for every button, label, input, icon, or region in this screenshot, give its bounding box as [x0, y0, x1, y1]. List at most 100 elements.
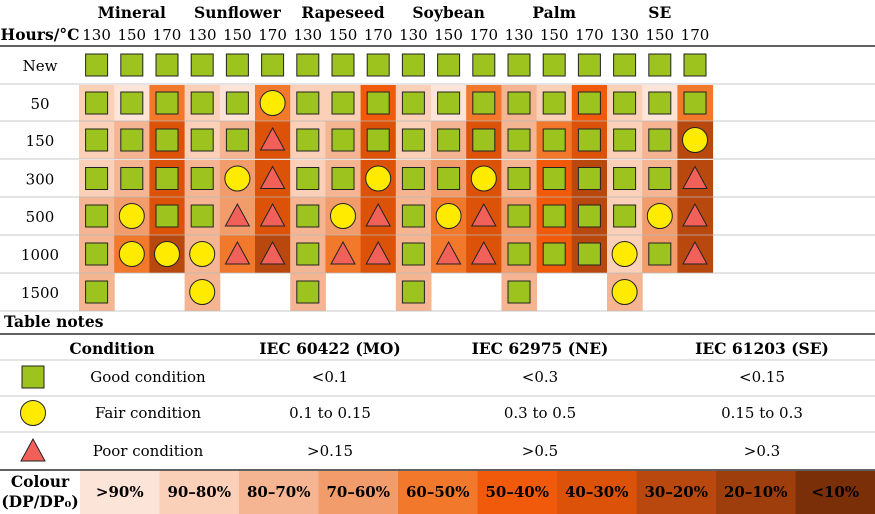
temp-header: 170 — [681, 26, 710, 44]
threshold-value: <0.1 — [312, 368, 348, 386]
good-condition-icon — [613, 167, 637, 190]
colour-swatch — [239, 471, 319, 514]
good-condition-icon — [85, 128, 109, 152]
oil-header-palm: Palm — [532, 3, 576, 22]
fair-condition-icon — [189, 241, 216, 267]
good-condition-icon — [401, 167, 425, 190]
colour-range-label: <10% — [811, 483, 859, 501]
temp-header: 130 — [610, 26, 639, 44]
colour-swatch — [477, 471, 558, 514]
colour-range-label: 20–10% — [724, 483, 788, 501]
temp-header: 150 — [329, 26, 358, 44]
good-condition-icon — [507, 204, 531, 228]
good-condition-icon — [190, 204, 214, 228]
temp-header: 150 — [645, 26, 674, 44]
good-condition-icon — [296, 204, 320, 228]
good-condition-icon — [366, 91, 390, 115]
colour-swatch — [636, 471, 717, 514]
good-condition-icon — [155, 91, 179, 115]
poor-condition-icon — [682, 202, 708, 227]
good-condition-icon — [613, 91, 637, 115]
good-condition-icon — [613, 53, 637, 77]
oil-header-se: SE — [648, 3, 671, 22]
colour-swatch — [557, 471, 637, 514]
colour-legend-title: Colour — [11, 472, 70, 491]
good-condition-icon — [85, 242, 109, 266]
fair-condition-icon — [365, 165, 392, 192]
colour-range-label: 50–40% — [485, 483, 549, 501]
good-condition-icon — [648, 242, 672, 266]
standard-header: IEC 60422 (MO) — [259, 339, 400, 358]
temp-header: 130 — [399, 26, 428, 44]
good-condition-icon — [190, 128, 214, 152]
good-condition-icon — [683, 91, 707, 115]
temp-header: 130 — [505, 26, 534, 44]
good-condition-icon — [542, 53, 566, 77]
good-condition-icon — [331, 128, 355, 152]
good-condition-icon — [683, 53, 707, 77]
row-label: New — [23, 57, 58, 75]
colour-swatch — [398, 471, 478, 514]
fair-condition-icon — [259, 90, 286, 116]
good-condition-icon — [225, 91, 249, 115]
good-condition-icon — [261, 53, 285, 77]
good-condition-icon — [613, 204, 637, 228]
poor-condition-icon — [330, 240, 356, 265]
good-condition-icon — [542, 167, 566, 190]
standard-header: IEC 61203 (SE) — [695, 339, 829, 358]
standard-header: IEC 62975 (NE) — [472, 339, 609, 358]
good-condition-icon — [296, 280, 320, 304]
good-condition-icon — [542, 242, 566, 266]
threshold-value: 0.15 to 0.3 — [721, 404, 803, 422]
good-condition-icon — [648, 53, 672, 77]
good-condition-icon — [437, 91, 461, 115]
good-condition-icon — [472, 53, 496, 77]
threshold-value: <0.15 — [739, 368, 785, 386]
good-condition-icon — [401, 204, 425, 228]
good-condition-icon — [401, 91, 425, 115]
good-condition-icon — [542, 204, 566, 228]
poor-condition-icon — [224, 202, 251, 227]
good-condition-icon — [437, 128, 461, 152]
temp-header: 130 — [293, 26, 322, 44]
good-condition-icon — [577, 53, 601, 77]
condition-label: Fair condition — [95, 404, 201, 422]
threshold-value: <0.3 — [522, 368, 558, 386]
good-condition-icon — [331, 167, 355, 190]
good-condition-icon — [331, 91, 355, 115]
good-condition-icon — [120, 128, 144, 152]
good-condition-icon — [401, 53, 425, 77]
temp-header: 130 — [82, 26, 111, 44]
poor-condition-icon — [435, 240, 462, 265]
temp-header: 150 — [223, 26, 252, 44]
temp-header: 170 — [364, 26, 393, 44]
good-condition-icon — [190, 91, 214, 115]
fair-condition-icon — [189, 279, 216, 305]
poor-condition-icon — [470, 202, 497, 227]
good-condition-icon — [155, 204, 179, 228]
good-condition-icon — [648, 167, 672, 190]
good-condition-icon — [85, 91, 109, 115]
good-condition-icon — [401, 280, 425, 304]
good-condition-icon — [225, 128, 249, 152]
threshold-value: 0.3 to 0.5 — [504, 404, 576, 422]
fair-condition-icon — [611, 279, 638, 305]
colour-range-label: 40–30% — [565, 483, 629, 501]
good-condition-icon — [155, 167, 179, 190]
good-condition-icon — [85, 167, 109, 190]
colour-range-label: >90% — [96, 483, 144, 501]
good-condition-icon — [296, 242, 320, 266]
colour-range-label: 30–20% — [644, 483, 708, 501]
temp-header: 170 — [575, 26, 604, 44]
poor-condition-icon — [224, 240, 251, 265]
poor-condition-icon — [259, 165, 286, 189]
threshold-value: 0.1 to 0.15 — [289, 404, 371, 422]
colour-swatch — [716, 471, 796, 514]
good-condition-icon — [85, 280, 109, 304]
good-condition-icon — [507, 91, 531, 115]
good-condition-icon — [542, 91, 566, 115]
good-condition-icon — [648, 128, 672, 152]
hours-temp-header: Hours/°C — [1, 25, 80, 44]
row-label: 50 — [30, 95, 49, 113]
